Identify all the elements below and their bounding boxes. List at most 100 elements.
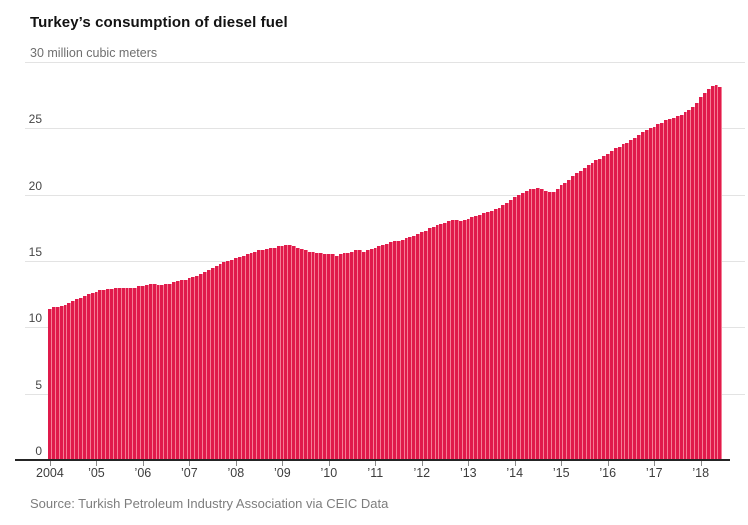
x-tick-07 bbox=[189, 461, 191, 466]
x-tick-label-13: ’13 bbox=[459, 466, 477, 480]
x-tick-label-10: ’10 bbox=[320, 466, 338, 480]
y-tick-label-25: 25 bbox=[28, 112, 42, 127]
bar-month-80 bbox=[358, 250, 362, 460]
bar-month-162 bbox=[675, 116, 680, 460]
bar-month-68 bbox=[311, 251, 316, 460]
bar-month-47 bbox=[230, 259, 234, 460]
x-tick-label-11: ’11 bbox=[367, 466, 384, 480]
x-tick-label-17: ’17 bbox=[645, 466, 663, 480]
bar-month-157 bbox=[656, 124, 661, 460]
bar-month-137 bbox=[578, 170, 583, 460]
bar-month-112 bbox=[482, 213, 486, 460]
bar-month-43 bbox=[214, 266, 219, 460]
bar-month-129 bbox=[547, 192, 552, 460]
bar-month-109 bbox=[470, 217, 475, 460]
bar-month-64 bbox=[296, 247, 300, 460]
bar-month-125 bbox=[532, 189, 537, 460]
x-tick-label-2004: 2004 bbox=[36, 466, 64, 480]
bar-month-120 bbox=[513, 197, 517, 460]
bar-month-50 bbox=[241, 255, 246, 460]
bar-month-3 bbox=[59, 306, 64, 460]
bar-month-12 bbox=[94, 291, 99, 460]
bar-month-54 bbox=[257, 250, 262, 460]
bar-month-67 bbox=[307, 251, 312, 460]
x-tick-15 bbox=[561, 461, 563, 466]
bar-month-106 bbox=[458, 221, 463, 460]
bar-month-141 bbox=[594, 160, 599, 460]
bar-month-88 bbox=[389, 242, 393, 460]
bar-month-86 bbox=[381, 245, 386, 460]
bar-month-113 bbox=[485, 211, 490, 460]
bar-month-70 bbox=[319, 253, 324, 460]
bar-month-115 bbox=[493, 209, 498, 460]
bar-month-87 bbox=[385, 243, 389, 460]
bar-month-55 bbox=[261, 250, 265, 460]
bar-month-24 bbox=[141, 286, 145, 460]
bar-month-63 bbox=[292, 246, 296, 460]
x-tick-06 bbox=[142, 461, 144, 466]
bar-month-98 bbox=[427, 227, 432, 460]
bar-month-45 bbox=[222, 262, 227, 460]
bar-month-142 bbox=[598, 158, 603, 460]
bar-month-116 bbox=[497, 207, 502, 460]
bar-month-32 bbox=[172, 282, 176, 460]
bar-month-160 bbox=[668, 119, 672, 460]
bar-month-101 bbox=[439, 223, 444, 460]
bar-month-173 bbox=[718, 87, 723, 460]
bar-month-131 bbox=[555, 189, 560, 460]
x-tick-13 bbox=[468, 461, 470, 466]
bar-month-14 bbox=[102, 290, 107, 460]
bar-month-57 bbox=[268, 247, 273, 460]
bar-month-150 bbox=[629, 140, 634, 460]
bar-month-139 bbox=[586, 165, 591, 460]
bar-month-123 bbox=[524, 190, 529, 460]
bar-month-154 bbox=[644, 129, 649, 460]
bar-month-65 bbox=[299, 249, 304, 460]
bar-month-99 bbox=[431, 226, 436, 460]
y-tick-label-20: 20 bbox=[28, 178, 42, 193]
bar-month-34 bbox=[179, 279, 184, 460]
bar-month-133 bbox=[563, 182, 568, 460]
bar-month-105 bbox=[454, 219, 459, 460]
bar-month-100 bbox=[435, 225, 440, 460]
bar-month-114 bbox=[489, 210, 494, 460]
bar-month-39 bbox=[199, 274, 203, 460]
bar-month-172 bbox=[714, 84, 719, 460]
bar-month-52 bbox=[249, 253, 254, 460]
bar-month-85 bbox=[377, 246, 382, 460]
bar-month-144 bbox=[606, 153, 610, 460]
x-tick-label-05: ’05 bbox=[88, 466, 105, 480]
bar-month-18 bbox=[117, 287, 122, 460]
bar-month-16 bbox=[110, 288, 114, 460]
bar-month-117 bbox=[501, 205, 506, 460]
bar-month-143 bbox=[602, 156, 606, 460]
bar-month-31 bbox=[168, 283, 172, 460]
bar-month-44 bbox=[218, 263, 223, 460]
bar-month-170 bbox=[706, 88, 711, 460]
bar-month-26 bbox=[148, 283, 153, 460]
chart-title: Turkey’s consumption of diesel fuel bbox=[30, 14, 288, 31]
bar-month-62 bbox=[288, 245, 293, 460]
bar-month-35 bbox=[183, 279, 188, 460]
x-tick-09 bbox=[282, 461, 284, 466]
gridline-25 bbox=[25, 128, 745, 130]
bar-month-111 bbox=[478, 214, 482, 460]
x-tick-label-16: ’16 bbox=[599, 466, 617, 480]
x-tick-05 bbox=[96, 461, 98, 466]
y-tick-label-5: 5 bbox=[35, 377, 42, 392]
bar-month-20 bbox=[125, 287, 130, 460]
bar-month-46 bbox=[226, 261, 231, 460]
bar-month-60 bbox=[280, 246, 285, 460]
bar-month-138 bbox=[582, 168, 587, 460]
bar-month-171 bbox=[710, 85, 715, 460]
x-tick-10 bbox=[328, 461, 330, 466]
bar-month-122 bbox=[520, 193, 525, 460]
bar-month-97 bbox=[423, 230, 428, 460]
bar-month-161 bbox=[671, 117, 676, 460]
bar-month-74 bbox=[334, 255, 339, 460]
bar-month-40 bbox=[203, 271, 207, 460]
bar-month-11 bbox=[90, 292, 95, 460]
bar-month-90 bbox=[396, 241, 401, 460]
x-tick-label-09: ’09 bbox=[274, 466, 291, 480]
